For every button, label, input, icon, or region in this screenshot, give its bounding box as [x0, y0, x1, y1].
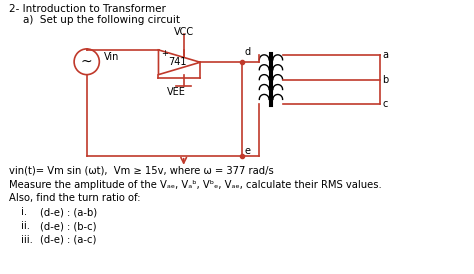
Text: vin(t)= Vm sin (ωt),  Vm ≥ 15v, where ω = 377 rad/s: vin(t)= Vm sin (ωt), Vm ≥ 15v, where ω =… — [9, 166, 274, 176]
Text: 2- Introduction to Transformer: 2- Introduction to Transformer — [9, 4, 166, 14]
Text: VEE: VEE — [166, 87, 185, 96]
Text: ii.: ii. — [21, 221, 30, 231]
Text: ~: ~ — [81, 55, 92, 69]
Text: Vin: Vin — [104, 52, 119, 62]
Text: Also, find the turn ratio of:: Also, find the turn ratio of: — [9, 193, 141, 203]
Text: c: c — [383, 99, 388, 109]
Text: iii.: iii. — [21, 235, 33, 245]
Text: Measure the amplitude of the Vₐₑ, Vₐᵇ, Vᵇₑ, Vₐₑ, calculate their RMS values.: Measure the amplitude of the Vₐₑ, Vₐᵇ, V… — [9, 179, 382, 190]
Text: b: b — [383, 75, 389, 85]
Text: (d-e) : (a-b): (d-e) : (a-b) — [40, 207, 97, 217]
Text: a: a — [383, 50, 389, 60]
Text: (d-e) : (a-c): (d-e) : (a-c) — [40, 235, 97, 245]
Text: d: d — [245, 47, 251, 57]
Text: +: + — [161, 49, 168, 58]
Text: e: e — [245, 146, 251, 156]
Text: 741: 741 — [169, 57, 187, 67]
Text: VCC: VCC — [173, 27, 194, 37]
Text: i.: i. — [21, 207, 27, 217]
Text: (d-e) : (b-c): (d-e) : (b-c) — [40, 221, 97, 231]
Text: a)  Set up the following circuit: a) Set up the following circuit — [23, 15, 180, 25]
